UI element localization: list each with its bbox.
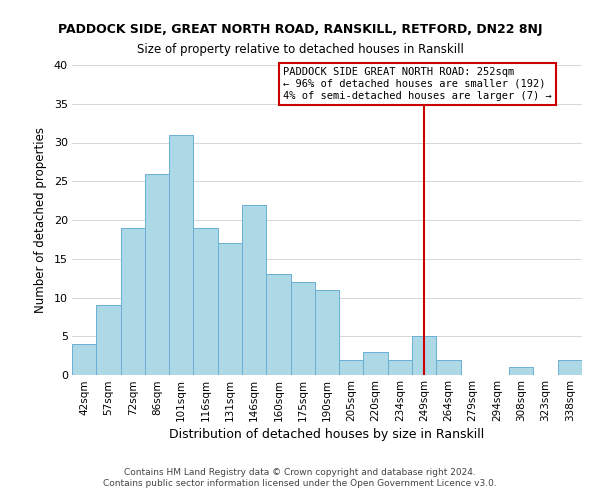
Bar <box>266 274 290 375</box>
X-axis label: Distribution of detached houses by size in Ranskill: Distribution of detached houses by size … <box>169 428 485 441</box>
Text: PADDOCK SIDE, GREAT NORTH ROAD, RANSKILL, RETFORD, DN22 8NJ: PADDOCK SIDE, GREAT NORTH ROAD, RANSKILL… <box>58 22 542 36</box>
Bar <box>339 360 364 375</box>
Bar <box>436 360 461 375</box>
Bar <box>364 352 388 375</box>
Bar <box>193 228 218 375</box>
Bar <box>145 174 169 375</box>
Bar <box>315 290 339 375</box>
Bar <box>412 336 436 375</box>
Bar <box>72 344 96 375</box>
Bar <box>169 134 193 375</box>
Bar <box>388 360 412 375</box>
Bar <box>509 367 533 375</box>
Bar <box>242 204 266 375</box>
Text: Size of property relative to detached houses in Ranskill: Size of property relative to detached ho… <box>137 42 463 56</box>
Text: Contains HM Land Registry data © Crown copyright and database right 2024.
Contai: Contains HM Land Registry data © Crown c… <box>103 468 497 487</box>
Bar <box>121 228 145 375</box>
Y-axis label: Number of detached properties: Number of detached properties <box>34 127 47 313</box>
Bar <box>96 305 121 375</box>
Bar <box>218 244 242 375</box>
Bar <box>558 360 582 375</box>
Bar <box>290 282 315 375</box>
Text: PADDOCK SIDE GREAT NORTH ROAD: 252sqm
← 96% of detached houses are smaller (192): PADDOCK SIDE GREAT NORTH ROAD: 252sqm ← … <box>283 68 552 100</box>
